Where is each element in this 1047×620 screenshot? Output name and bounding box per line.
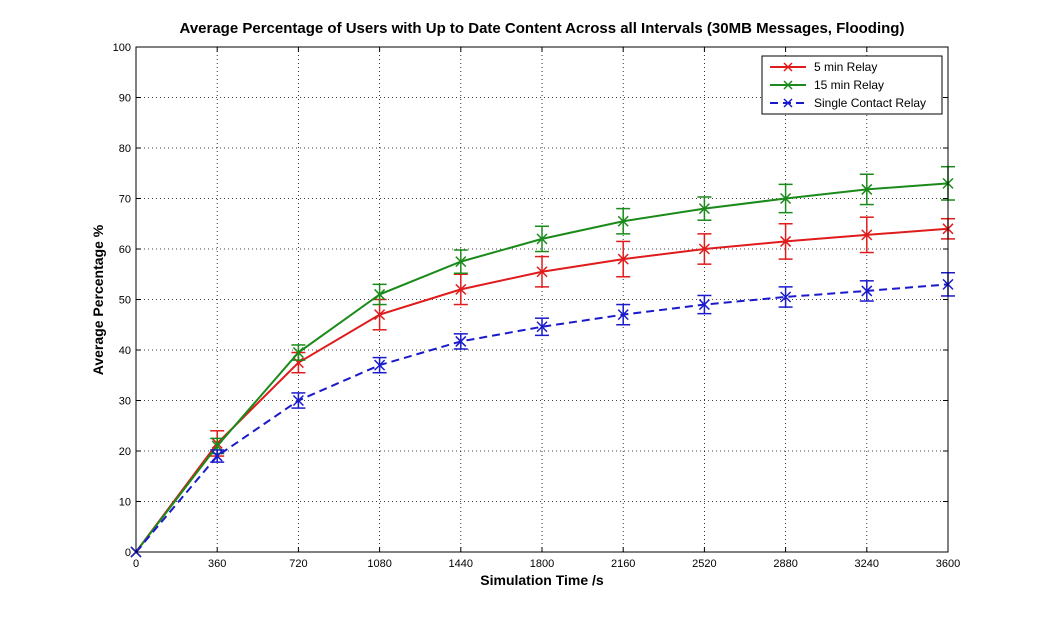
legend: 5 min Relay 15 min Relay Single Contact Re… — [761, 55, 943, 115]
data-point — [455, 283, 467, 295]
data-point — [292, 394, 304, 407]
y-tick-label: 60 — [119, 244, 131, 256]
x-tick-label: 2520 — [692, 558, 716, 570]
x-tick-label: 720 — [289, 558, 307, 570]
legend-label: Single Contact Relay — [814, 96, 926, 110]
data-point — [780, 192, 792, 205]
data-point — [780, 235, 792, 247]
y-tick-label: 40 — [119, 345, 131, 357]
y-tick-label: 50 — [119, 295, 131, 307]
legend-label: 5 min Relay — [814, 60, 877, 74]
plot-frame — [135, 46, 949, 553]
data-point — [861, 285, 873, 297]
x-tick-label: 2160 — [611, 558, 635, 570]
series-2 — [130, 271, 955, 558]
series-0 — [130, 216, 955, 558]
data-point — [292, 357, 304, 369]
y-tick-label: 0 — [125, 547, 131, 559]
data-point — [455, 256, 467, 268]
data-point — [374, 309, 386, 321]
data-point — [617, 309, 629, 321]
y-tick-label: 80 — [119, 143, 131, 155]
y-tick-label: 30 — [119, 396, 131, 408]
x-axis-label: Simulation Time /s — [480, 572, 604, 588]
data-point — [698, 299, 710, 311]
y-tick-label: 100 — [113, 42, 131, 54]
data-point — [536, 321, 548, 333]
y-tick-label: 20 — [119, 446, 131, 458]
x-tick-label: 1080 — [367, 558, 391, 570]
legend-marker — [783, 80, 793, 90]
x-tick-label: 1800 — [530, 558, 554, 570]
legend-label: 15 min Relay — [814, 78, 884, 92]
data-point — [698, 203, 710, 215]
data-point — [536, 233, 548, 245]
x-tick-label: 3600 — [936, 558, 960, 570]
y-tick-label: 70 — [119, 194, 131, 206]
legend-marker — [783, 62, 793, 72]
data-point — [211, 450, 223, 462]
axis-ticks: 0 360 720 1080 1440 1800 2160 2520 2880 3240 36000… — [113, 42, 961, 570]
data-point — [374, 288, 386, 300]
y-tick-label: 90 — [119, 93, 131, 105]
data-point — [861, 183, 873, 195]
data-point — [536, 266, 548, 278]
data-point — [698, 243, 710, 255]
y-tick-label: 10 — [119, 497, 131, 509]
legend-marker — [783, 98, 793, 108]
data-point — [617, 253, 629, 265]
data-point — [455, 335, 467, 347]
data-point — [374, 359, 386, 371]
x-tick-label: 1440 — [449, 558, 473, 570]
x-tick-label: 360 — [208, 558, 226, 570]
x-tick-label: 0 — [133, 558, 139, 570]
x-tick-label: 3240 — [855, 558, 879, 570]
data-point — [780, 291, 792, 303]
data-point — [292, 346, 304, 359]
x-tick-label: 2880 — [773, 558, 797, 570]
data-point — [617, 215, 629, 227]
chart-title: Average Percentage of Users with Up to D… — [179, 20, 905, 37]
data-point — [861, 229, 873, 241]
